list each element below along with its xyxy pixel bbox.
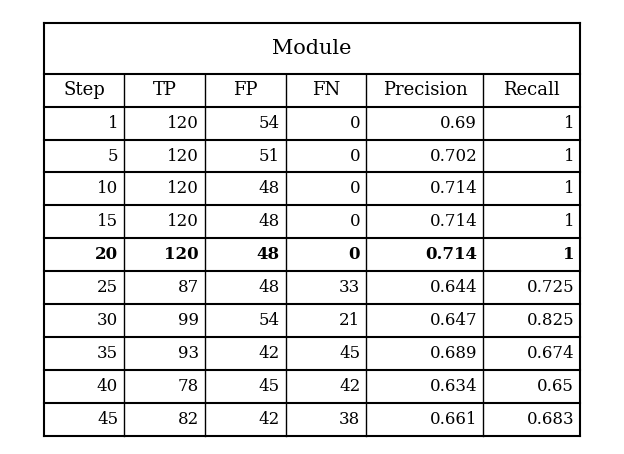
Text: 82: 82 xyxy=(178,411,199,428)
Text: 0.634: 0.634 xyxy=(429,378,477,395)
Text: 42: 42 xyxy=(258,411,280,428)
Text: 45: 45 xyxy=(339,345,360,362)
Text: 0.644: 0.644 xyxy=(429,279,477,296)
Text: FP: FP xyxy=(233,81,258,99)
Text: 1: 1 xyxy=(563,180,574,197)
Text: 120: 120 xyxy=(167,114,199,132)
Text: 0: 0 xyxy=(349,213,360,230)
Text: 93: 93 xyxy=(178,345,199,362)
Text: 54: 54 xyxy=(258,114,280,132)
Text: 48: 48 xyxy=(258,180,280,197)
Text: 15: 15 xyxy=(97,213,118,230)
Text: Precision: Precision xyxy=(383,81,467,99)
Text: FN: FN xyxy=(312,81,340,99)
Text: 45: 45 xyxy=(97,411,118,428)
Text: 21: 21 xyxy=(339,312,360,329)
Text: 40: 40 xyxy=(97,378,118,395)
Text: 120: 120 xyxy=(167,180,199,197)
Text: TP: TP xyxy=(153,81,177,99)
Text: 0.714: 0.714 xyxy=(429,180,477,197)
Text: 78: 78 xyxy=(178,378,199,395)
Text: 0.661: 0.661 xyxy=(430,411,477,428)
Text: 51: 51 xyxy=(258,148,280,164)
Text: 1: 1 xyxy=(563,148,574,164)
Text: 1: 1 xyxy=(107,114,118,132)
Text: 54: 54 xyxy=(258,312,280,329)
Text: 10: 10 xyxy=(97,180,118,197)
Text: Recall: Recall xyxy=(504,81,560,99)
Text: 1: 1 xyxy=(563,246,574,263)
Text: 45: 45 xyxy=(258,378,280,395)
Text: 120: 120 xyxy=(164,246,199,263)
Text: 0: 0 xyxy=(349,180,360,197)
Text: 48: 48 xyxy=(258,279,280,296)
Text: 48: 48 xyxy=(258,213,280,230)
Text: 99: 99 xyxy=(178,312,199,329)
Text: 120: 120 xyxy=(167,213,199,230)
Text: 120: 120 xyxy=(167,148,199,164)
Text: 0.674: 0.674 xyxy=(527,345,574,362)
Text: 0: 0 xyxy=(349,114,360,132)
Text: 42: 42 xyxy=(339,378,360,395)
Text: 0.689: 0.689 xyxy=(430,345,477,362)
Text: 0.683: 0.683 xyxy=(527,411,574,428)
Text: 0.714: 0.714 xyxy=(425,246,477,263)
Text: 0: 0 xyxy=(349,246,360,263)
Text: 33: 33 xyxy=(339,279,360,296)
Text: 30: 30 xyxy=(97,312,118,329)
Text: 0.825: 0.825 xyxy=(527,312,574,329)
Text: 0.647: 0.647 xyxy=(429,312,477,329)
Text: 20: 20 xyxy=(95,246,118,263)
Text: 38: 38 xyxy=(339,411,360,428)
Text: Step: Step xyxy=(63,81,105,99)
Text: 87: 87 xyxy=(178,279,199,296)
Text: 0.69: 0.69 xyxy=(441,114,477,132)
Text: 1: 1 xyxy=(563,114,574,132)
Text: 0.65: 0.65 xyxy=(537,378,574,395)
Text: 0.714: 0.714 xyxy=(429,213,477,230)
Text: 48: 48 xyxy=(256,246,280,263)
Text: 35: 35 xyxy=(97,345,118,362)
Text: 25: 25 xyxy=(97,279,118,296)
Text: 5: 5 xyxy=(107,148,118,164)
Text: 0.725: 0.725 xyxy=(527,279,574,296)
Text: 0.702: 0.702 xyxy=(429,148,477,164)
Text: Module: Module xyxy=(272,39,352,58)
Text: 42: 42 xyxy=(258,345,280,362)
Text: 1: 1 xyxy=(563,213,574,230)
Text: 0: 0 xyxy=(349,148,360,164)
